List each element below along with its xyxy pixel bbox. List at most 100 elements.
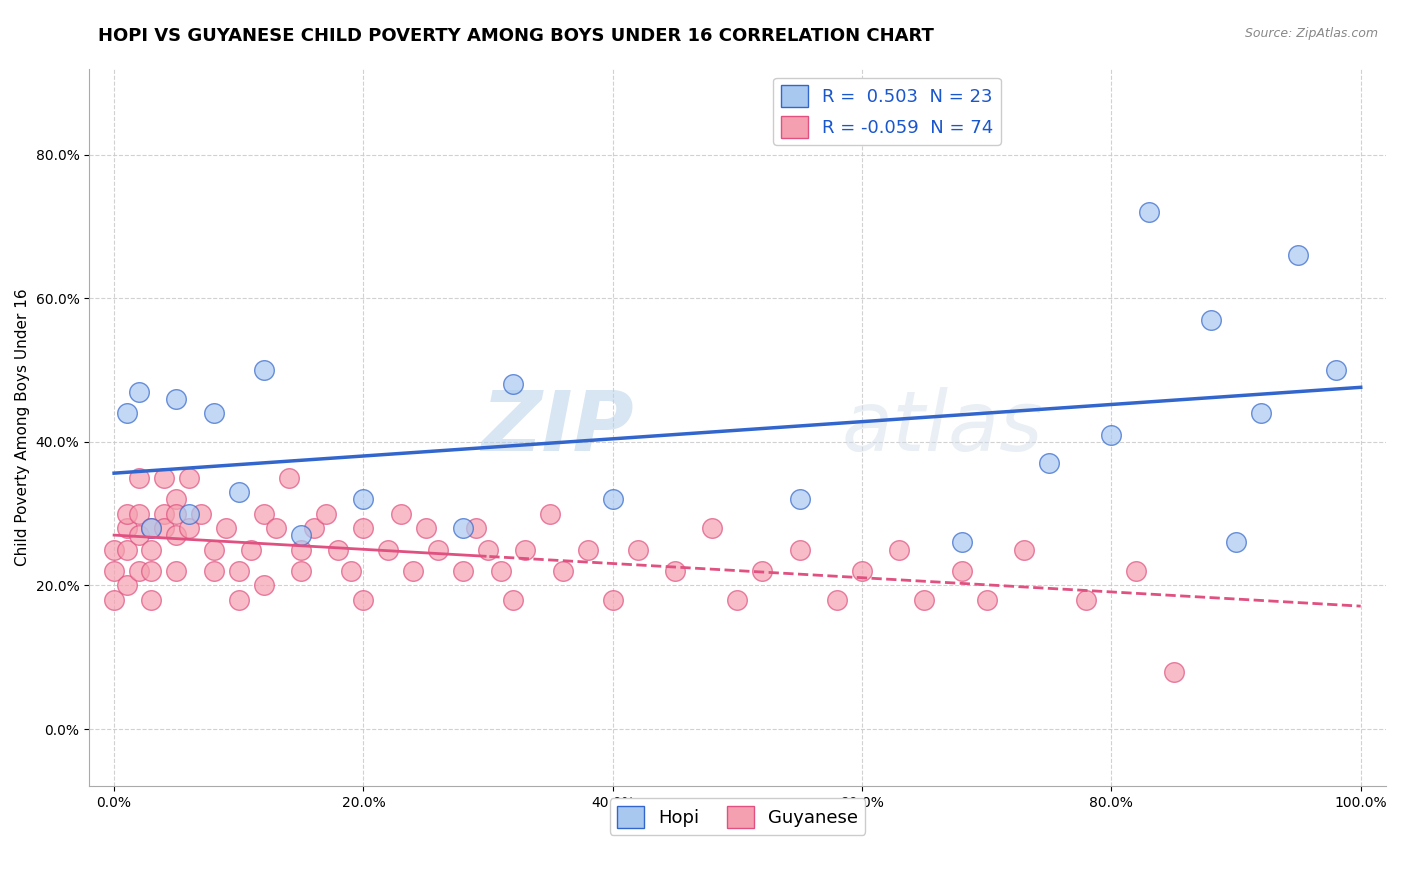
Point xyxy=(165,507,187,521)
Point xyxy=(240,542,263,557)
Point xyxy=(141,542,163,557)
Point xyxy=(1163,665,1185,679)
Point xyxy=(702,521,724,535)
Point xyxy=(1038,457,1060,471)
Point xyxy=(1199,313,1222,327)
Point xyxy=(153,521,176,535)
Text: HOPI VS GUYANESE CHILD POVERTY AMONG BOYS UNDER 16 CORRELATION CHART: HOPI VS GUYANESE CHILD POVERTY AMONG BOY… xyxy=(98,27,935,45)
Point xyxy=(627,542,650,557)
Point xyxy=(202,406,225,420)
Point xyxy=(976,592,998,607)
Point xyxy=(228,564,250,578)
Point xyxy=(277,471,299,485)
Point xyxy=(128,471,150,485)
Point xyxy=(141,564,163,578)
Point xyxy=(253,507,276,521)
Point xyxy=(377,542,399,557)
Point xyxy=(1137,205,1160,219)
Point xyxy=(502,592,524,607)
Point xyxy=(352,521,374,535)
Point xyxy=(664,564,686,578)
Point xyxy=(451,564,474,578)
Text: ZIP: ZIP xyxy=(481,387,634,468)
Point xyxy=(328,542,350,557)
Point xyxy=(302,521,325,535)
Point xyxy=(103,542,125,557)
Point xyxy=(141,521,163,535)
Point xyxy=(1250,406,1272,420)
Point xyxy=(340,564,363,578)
Point xyxy=(477,542,499,557)
Point xyxy=(825,592,848,607)
Point xyxy=(290,564,312,578)
Point xyxy=(515,542,537,557)
Point xyxy=(165,564,187,578)
Point xyxy=(602,592,624,607)
Point xyxy=(851,564,873,578)
Point xyxy=(153,471,176,485)
Point xyxy=(115,507,138,521)
Point xyxy=(950,564,973,578)
Legend: Hopi, Guyanese: Hopi, Guyanese xyxy=(610,798,865,835)
Y-axis label: Child Poverty Among Boys Under 16: Child Poverty Among Boys Under 16 xyxy=(15,289,30,566)
Point xyxy=(215,521,238,535)
Point xyxy=(751,564,773,578)
Point xyxy=(177,507,200,521)
Point xyxy=(1099,427,1122,442)
Point xyxy=(128,528,150,542)
Point xyxy=(253,578,276,592)
Point xyxy=(264,521,287,535)
Point xyxy=(352,592,374,607)
Point xyxy=(1012,542,1035,557)
Point xyxy=(415,521,437,535)
Point xyxy=(202,564,225,578)
Point xyxy=(889,542,911,557)
Point xyxy=(789,542,811,557)
Point xyxy=(128,507,150,521)
Point xyxy=(202,542,225,557)
Point xyxy=(103,564,125,578)
Point xyxy=(115,406,138,420)
Point xyxy=(389,507,412,521)
Point xyxy=(165,528,187,542)
Point xyxy=(1225,535,1247,549)
Point xyxy=(464,521,486,535)
Point xyxy=(153,507,176,521)
Point xyxy=(177,471,200,485)
Point xyxy=(165,492,187,507)
Point xyxy=(141,521,163,535)
Point xyxy=(290,542,312,557)
Point xyxy=(290,528,312,542)
Point xyxy=(177,521,200,535)
Point xyxy=(253,363,276,377)
Point xyxy=(1286,248,1309,262)
Text: Source: ZipAtlas.com: Source: ZipAtlas.com xyxy=(1244,27,1378,40)
Point xyxy=(1125,564,1147,578)
Point xyxy=(551,564,574,578)
Point xyxy=(1076,592,1098,607)
Point xyxy=(1324,363,1347,377)
Point xyxy=(489,564,512,578)
Point xyxy=(128,384,150,399)
Point xyxy=(228,592,250,607)
Point xyxy=(128,564,150,578)
Point xyxy=(190,507,212,521)
Point xyxy=(789,492,811,507)
Point xyxy=(103,592,125,607)
Point xyxy=(576,542,599,557)
Point xyxy=(451,521,474,535)
Text: atlas: atlas xyxy=(841,387,1043,468)
Point xyxy=(725,592,748,607)
Point xyxy=(165,392,187,406)
Point xyxy=(115,542,138,557)
Point xyxy=(502,377,524,392)
Point xyxy=(141,592,163,607)
Point xyxy=(427,542,450,557)
Point xyxy=(115,578,138,592)
Point xyxy=(352,492,374,507)
Point xyxy=(950,535,973,549)
Point xyxy=(115,521,138,535)
Point xyxy=(602,492,624,507)
Point xyxy=(402,564,425,578)
Point xyxy=(538,507,561,521)
